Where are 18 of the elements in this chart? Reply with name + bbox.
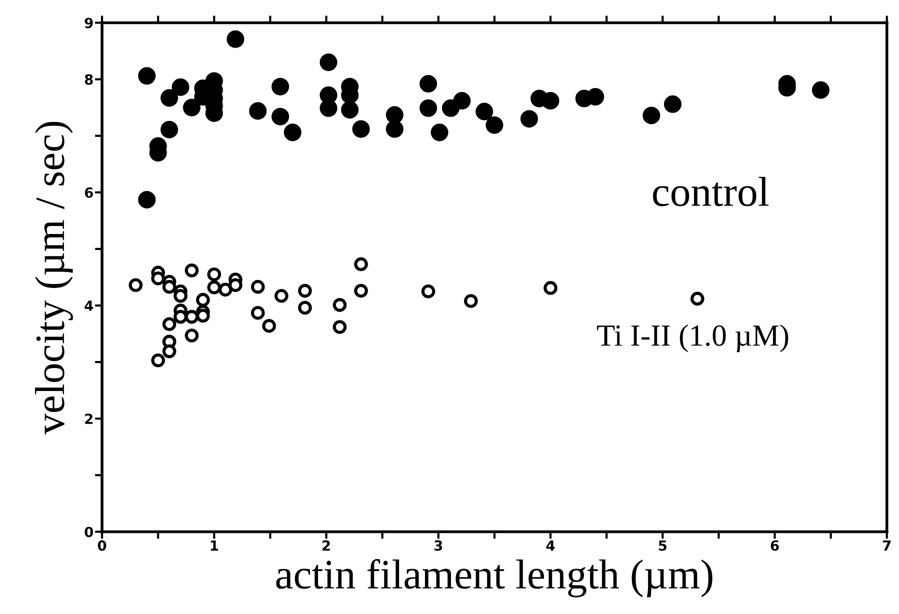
x-tick-label: 2: [322, 540, 330, 551]
x-axis-title: actin filament length (µm): [276, 559, 712, 598]
y-tick-label: 4: [84, 300, 94, 311]
x-tick-label: 5: [658, 540, 666, 551]
y-axis-title: velocity (µm / sec): [35, 122, 73, 434]
y-tick-label: 2: [85, 414, 92, 424]
y-tick-label: 9: [84, 18, 93, 28]
y-tick-label: 0: [84, 526, 94, 538]
y-tick-label: 8: [84, 74, 93, 85]
x-tick-label: 4: [546, 540, 555, 551]
x-tick-label: 1: [210, 540, 218, 551]
series-label: control: [653, 176, 769, 206]
x-tick-label: 7: [882, 540, 891, 551]
x-tick-label: 3: [434, 540, 442, 551]
x-tick-label: 6: [770, 540, 779, 551]
series-label: Ti I-II (1.0 µM): [597, 324, 788, 352]
y-tick-label: 6: [84, 187, 93, 198]
x-tick-label: 0: [98, 540, 106, 551]
